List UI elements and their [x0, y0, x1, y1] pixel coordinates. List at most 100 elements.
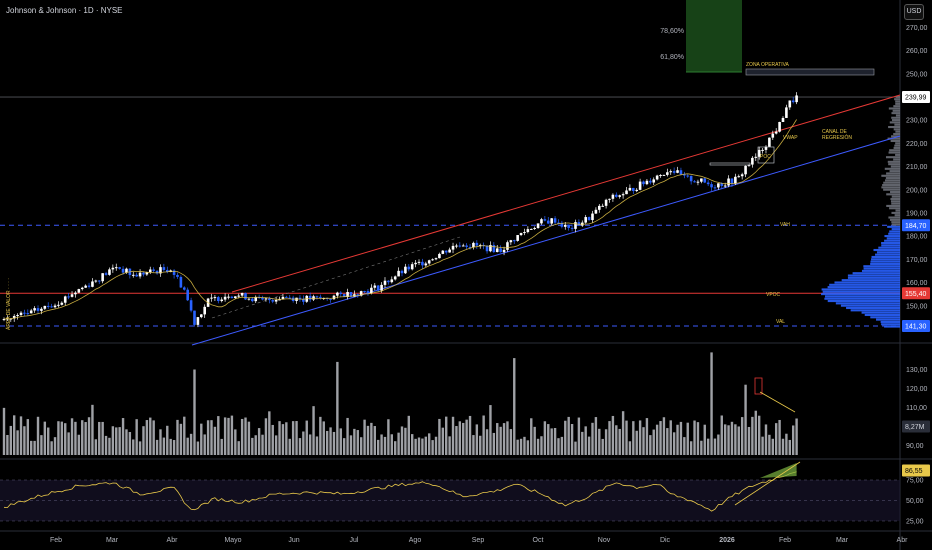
volume-profile-bar — [876, 318, 900, 321]
volume-profile-bar — [888, 151, 900, 154]
symbol-title: Johnson & Johnson · 1D · NYSE — [6, 6, 123, 15]
volume-bar — [744, 384, 747, 455]
candle-body — [359, 291, 363, 296]
candle-body — [584, 217, 587, 223]
candle-body — [550, 218, 553, 224]
channel-lower-line — [191, 135, 901, 346]
volume-bar — [132, 439, 135, 455]
volume-profile-bar — [891, 195, 900, 198]
candle-body — [67, 296, 70, 298]
volume-bar — [788, 439, 791, 455]
volume-profile-bar — [885, 177, 900, 180]
candle-body — [373, 285, 377, 288]
volume-bar — [764, 424, 768, 455]
volume-profile-bar — [863, 267, 900, 270]
time-tick-label: Mar — [106, 537, 119, 544]
volume-bar — [445, 416, 448, 455]
candle-body — [131, 274, 135, 276]
volume-bar — [604, 429, 608, 455]
candle-body — [33, 308, 36, 311]
volume-bar — [94, 439, 98, 455]
volume-profile-bar — [893, 158, 900, 161]
volume-profile-bar — [847, 276, 900, 279]
candle-body — [199, 314, 203, 318]
candle-body — [642, 181, 645, 185]
volume-bar — [121, 418, 125, 455]
volume-bar — [210, 420, 213, 455]
candle-body — [546, 220, 550, 224]
candle-body — [220, 299, 224, 302]
volume-bar — [666, 428, 669, 455]
volume-profile-bar — [895, 102, 900, 105]
volume-bar — [261, 434, 264, 455]
volume-bar — [2, 407, 6, 455]
volume-bar — [101, 421, 104, 455]
rsi-overbought-fill — [760, 463, 797, 478]
volume-bar — [200, 423, 203, 455]
volume-bar — [23, 426, 26, 455]
candle-body — [57, 304, 60, 306]
candle-body — [380, 284, 383, 291]
candle-body — [523, 232, 526, 234]
volume-profile-bar — [870, 262, 900, 265]
volume-bar — [791, 425, 795, 455]
volume-bar — [349, 435, 353, 455]
candle-body — [574, 222, 577, 229]
candle-body — [448, 249, 451, 253]
volume-bar — [159, 429, 162, 455]
candle-body — [506, 242, 509, 250]
volume-profile-bar — [821, 288, 900, 291]
candle-body — [683, 174, 686, 176]
volume-bar — [325, 430, 329, 455]
candle-body — [319, 296, 322, 299]
candle-body — [512, 240, 516, 242]
candle-body — [237, 295, 241, 297]
volume-profile-bar — [893, 128, 900, 131]
candle-body — [679, 170, 683, 175]
candle-body — [111, 267, 115, 270]
candle-body — [757, 149, 761, 157]
candle-body — [434, 258, 438, 260]
candle-body — [611, 194, 615, 199]
price-badge — [902, 219, 930, 232]
candle-body — [244, 292, 247, 300]
volume-bar — [462, 422, 465, 455]
candle-body — [104, 273, 108, 275]
candle-body — [145, 272, 149, 275]
volume-bar — [67, 432, 70, 455]
volume-bar — [598, 428, 601, 455]
volume-profile-bar — [891, 112, 900, 115]
volume-bar — [611, 415, 615, 455]
poc-label: POC — [760, 154, 771, 160]
volume-bar — [281, 424, 285, 455]
volume-profile-bar — [883, 181, 900, 184]
candle-body — [2, 319, 6, 321]
volume-bar — [332, 431, 336, 455]
price-tick-label: 180,00 — [906, 234, 928, 241]
volume-bar — [26, 419, 30, 455]
volume-bar — [577, 417, 581, 455]
volume-profile-bar — [846, 306, 900, 310]
volume-bar — [322, 421, 325, 455]
volume-tick-label: 120,00 — [906, 386, 928, 393]
rsi-tick-label: 75,00 — [906, 478, 924, 485]
volume-bar — [458, 421, 462, 455]
candle-body — [91, 281, 94, 287]
volume-profile-bar — [891, 228, 900, 231]
volume-profile-bar — [886, 172, 900, 175]
volume-bar — [189, 433, 193, 455]
candle-body — [217, 297, 220, 302]
candle-body — [288, 297, 292, 299]
candle-body — [666, 172, 669, 175]
time-tick-label: Abr — [167, 537, 179, 544]
volume-bar — [203, 434, 206, 455]
candle-body — [441, 250, 445, 254]
volume-profile-bar — [887, 225, 900, 228]
candle-body — [400, 270, 404, 274]
canal-label: REGRESIÓN — [822, 134, 852, 141]
currency-button[interactable]: USD — [904, 4, 924, 20]
volume-bar — [125, 429, 128, 455]
candle-body — [410, 264, 414, 270]
